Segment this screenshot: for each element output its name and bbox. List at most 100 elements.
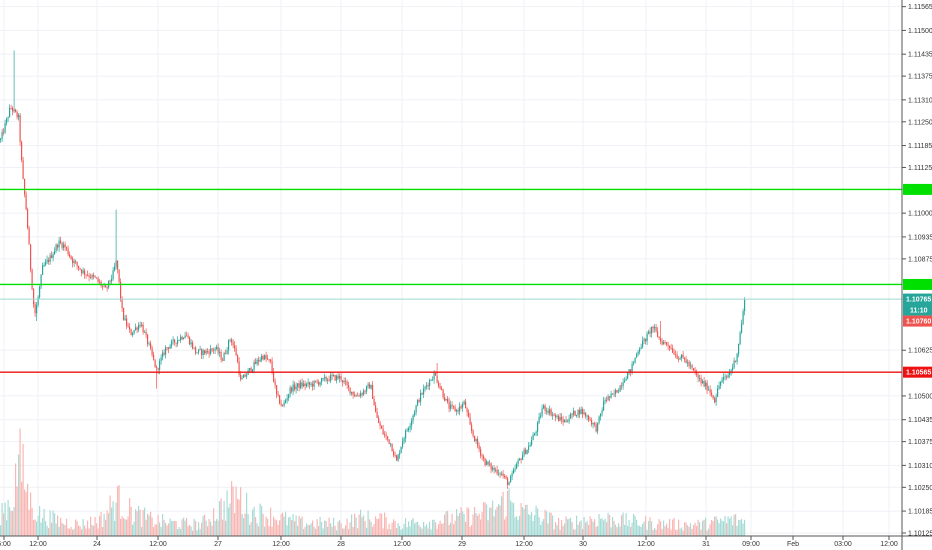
volume-bar <box>352 526 354 536</box>
volume-bar <box>565 516 567 536</box>
candle-body <box>96 277 98 279</box>
candle-body <box>691 365 693 369</box>
candle-body <box>313 380 315 387</box>
candle <box>1 128 3 143</box>
time-tick-label: 28 <box>337 541 345 548</box>
horizontal-lines[interactable] <box>0 188 902 373</box>
candle <box>225 349 227 355</box>
volume-bar <box>646 529 648 536</box>
volume-bar <box>151 517 153 536</box>
volume-bar <box>349 522 351 536</box>
candle-body <box>441 388 443 390</box>
volume-bar <box>541 521 543 536</box>
candle <box>115 209 117 270</box>
volume-bar <box>463 514 465 536</box>
candle-body <box>141 324 143 326</box>
volume-bar <box>673 517 675 536</box>
candle <box>408 426 410 433</box>
volume-bar <box>675 529 677 536</box>
candle-body <box>523 449 525 456</box>
candle <box>714 396 716 404</box>
candle <box>91 273 93 281</box>
candle-body <box>685 359 687 364</box>
candle-body <box>51 255 53 258</box>
candle-body <box>283 402 285 406</box>
volume-bar <box>544 509 546 536</box>
candle <box>702 379 704 385</box>
candle <box>430 378 432 382</box>
candle <box>73 258 75 267</box>
candle-body <box>694 370 696 373</box>
candle <box>555 413 557 422</box>
candle-body <box>99 281 101 283</box>
candle-body <box>711 392 713 396</box>
volume-bar <box>220 498 222 536</box>
volume-bar <box>163 520 165 536</box>
candle-body <box>103 285 105 287</box>
volume-bar <box>546 511 548 536</box>
horizontal-line-badge-1 <box>903 278 932 290</box>
candle-body <box>276 385 278 395</box>
candle-body <box>741 323 743 333</box>
volume-bar <box>202 515 204 536</box>
candle <box>669 345 671 352</box>
volume-bar <box>478 513 480 536</box>
candle-body <box>460 406 462 408</box>
volume-bar <box>118 485 120 536</box>
volume-bar <box>33 520 35 536</box>
candle-body <box>519 458 521 461</box>
candle-body <box>486 461 488 466</box>
candle-body <box>256 359 258 364</box>
candle-body <box>304 383 306 386</box>
candle <box>372 381 374 399</box>
price-axis[interactable]: 1.115651.115001.114351.113751.113101.112… <box>902 4 932 538</box>
candle <box>81 269 83 277</box>
candle <box>574 410 576 417</box>
time-tick-label: 31 <box>702 541 710 548</box>
candle-body <box>688 362 690 367</box>
candle-body <box>459 406 461 412</box>
volume-bar <box>735 514 737 536</box>
candle-body <box>306 384 308 386</box>
volume-bar <box>453 524 455 536</box>
candle-body <box>243 374 245 378</box>
volume-bar <box>585 522 587 536</box>
price-tick-label: 1.11250 <box>908 119 932 126</box>
volume-bar <box>273 516 275 536</box>
candle-body <box>402 441 404 447</box>
volume-bar <box>13 506 15 536</box>
candle <box>688 360 690 369</box>
volume-bar <box>84 525 86 536</box>
volume-bar <box>210 521 212 536</box>
candle <box>531 436 533 447</box>
candle-body <box>420 393 422 402</box>
volume-bar <box>415 521 417 536</box>
candle-body <box>631 363 633 373</box>
time-axis[interactable]: 6:0012:002412:002712:002812:002912:00301… <box>0 536 898 548</box>
volume-bar <box>106 510 108 536</box>
volume-bar <box>580 520 582 536</box>
candle-body <box>457 410 459 412</box>
volume-bar <box>604 518 606 536</box>
candle <box>570 412 572 419</box>
candle-body <box>468 412 470 418</box>
volume-bar <box>543 519 545 536</box>
volume-bar <box>201 522 203 536</box>
candle-body <box>232 342 234 346</box>
candle <box>388 439 390 445</box>
candle-body <box>336 375 338 381</box>
candle <box>177 336 179 347</box>
volume-bar <box>231 481 233 536</box>
candle <box>153 351 155 361</box>
candle <box>642 336 644 349</box>
candle <box>16 110 18 120</box>
candle-body <box>175 342 177 344</box>
volume-bar <box>616 527 618 536</box>
candle-body <box>166 347 168 349</box>
candle <box>246 372 248 380</box>
volume-bars <box>0 428 746 536</box>
candle <box>687 359 689 367</box>
volume-bar <box>300 518 302 536</box>
candle <box>460 404 462 410</box>
